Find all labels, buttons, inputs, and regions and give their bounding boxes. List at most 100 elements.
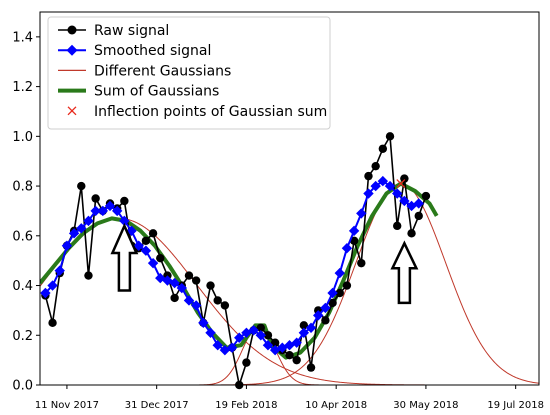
smoothed-signal-point xyxy=(198,317,209,329)
x-tick-label: 10 Apr 2018 xyxy=(305,400,367,411)
raw-signal-point xyxy=(400,174,409,183)
smoothed-signal-point xyxy=(377,175,389,187)
smoothed-signal-point xyxy=(320,302,331,314)
raw-signal-point xyxy=(263,331,273,340)
raw-signal-point xyxy=(321,316,330,325)
y-tick-label: 0.2 xyxy=(12,329,33,344)
raw-signal-point xyxy=(349,236,359,245)
smoothed-signal-point xyxy=(47,280,58,291)
inflection-point-marker xyxy=(396,179,406,189)
y-tick-label: 1.4 xyxy=(12,30,33,45)
raw-signal-point xyxy=(335,288,344,298)
legend-swatch-marker xyxy=(67,25,77,35)
smoothed-signal-point xyxy=(162,275,173,286)
raw-signal-point xyxy=(213,296,222,305)
smoothed-signal-point xyxy=(212,340,223,351)
smoothed-signal-point xyxy=(140,245,152,256)
x-tick-label: 11 Nov 2017 xyxy=(35,400,99,411)
raw-signal-point xyxy=(77,181,86,191)
raw-signal-point xyxy=(342,281,352,290)
smoothed-signal-point xyxy=(370,180,381,192)
raw-signal-point xyxy=(242,358,251,367)
smoothed-signal-point xyxy=(291,337,302,348)
smoothed-signal-point xyxy=(147,257,159,269)
smoothed-signal-point xyxy=(68,228,80,239)
legend-label: Raw signal xyxy=(94,23,169,39)
y-tick-label: 1.2 xyxy=(12,80,33,95)
raw-signal-point xyxy=(299,321,309,330)
legend-entry: Sum of Gaussians xyxy=(58,84,219,100)
raw-signal-point xyxy=(156,253,165,263)
smoothed-signal-point xyxy=(126,225,137,237)
raw-signal-point xyxy=(407,229,416,238)
smoothed-signal-point xyxy=(205,327,216,338)
smoothed-signal-point xyxy=(356,208,367,219)
raw-signal-point xyxy=(285,350,294,360)
plot-frame xyxy=(39,11,540,386)
raw-signal-point xyxy=(421,191,431,201)
smoothed-signal-point xyxy=(40,287,51,299)
smoothed-signal-point xyxy=(61,240,73,251)
annotation-arrows xyxy=(110,222,419,305)
smoothed-signal-point xyxy=(176,282,188,294)
legend-entry: Smoothed signal xyxy=(58,43,211,59)
x-tick-label: 30 May 2018 xyxy=(393,400,458,411)
x-axis-ticks: 11 Nov 2017 31 Dec 2017 19 Feb 2018 10 Apr … xyxy=(35,385,544,411)
raw-signal-point xyxy=(357,258,366,268)
smoothed-signal-point xyxy=(83,215,94,227)
smoothed-signal-point xyxy=(413,198,424,209)
smoothed-signal-point xyxy=(363,188,374,199)
raw-signal-point xyxy=(84,271,93,280)
x-tick-label: 19 Feb 2018 xyxy=(215,400,277,411)
raw-signal-point xyxy=(91,194,100,203)
smoothed-signal-point xyxy=(334,267,345,279)
raw-signal-point xyxy=(306,363,316,372)
gaussian-component-3 xyxy=(40,183,539,385)
smoothed-signal-point xyxy=(97,205,109,217)
smoothed-signal-point xyxy=(298,327,310,338)
smoothed-signal-point xyxy=(255,330,266,341)
inflection-points xyxy=(396,179,406,189)
smoothed-signal-point xyxy=(341,243,353,254)
smoothed-signal-point xyxy=(190,300,202,311)
raw-signal-point xyxy=(371,161,380,171)
legend-entry: Raw signal xyxy=(58,23,169,39)
legend-label: Sum of Gaussians xyxy=(94,84,219,100)
smoothed-signal-point xyxy=(133,240,144,251)
y-axis-ticks: 0.0 0.2 0.4 0.6 0.8 1.0 1.2 1.4 xyxy=(12,30,40,394)
smoothed-signal-point xyxy=(248,325,259,336)
smoothed-signal-point xyxy=(226,342,238,353)
smoothed-signal-point xyxy=(391,188,403,199)
smoothed-signal-point xyxy=(104,200,116,212)
smoothed-signal-point xyxy=(90,205,101,217)
y-tick-label: 0.4 xyxy=(12,279,33,294)
raw-signal-series xyxy=(41,132,431,390)
annotation-arrow-2 xyxy=(390,240,419,305)
raw-signal-point xyxy=(141,236,151,245)
y-tick-label: 1.0 xyxy=(12,130,33,145)
raw-signal-point xyxy=(206,281,215,290)
smoothed-signal-point xyxy=(183,295,195,306)
smoothed-signal-point xyxy=(262,340,274,351)
raw-signal-point xyxy=(364,171,373,181)
raw-signal-point xyxy=(270,338,280,347)
legend-label: Smoothed signal xyxy=(94,43,211,59)
smoothed-signal-point xyxy=(169,277,180,289)
smoothed-signal-point xyxy=(305,322,317,334)
smoothed-signal-point xyxy=(54,265,65,276)
smoothed-signal-point xyxy=(327,287,338,299)
raw-signal-point xyxy=(392,221,402,231)
legend-box xyxy=(47,16,331,130)
legend-swatch-marker xyxy=(66,44,78,56)
raw-signal-point xyxy=(148,229,158,238)
legend-label: Different Gaussians xyxy=(94,63,231,79)
smoothed-signal-point xyxy=(234,332,245,343)
raw-signal-point xyxy=(191,276,201,285)
raw-signal-point xyxy=(170,293,179,303)
legend-label: Inflection points of Gaussian sum xyxy=(94,104,327,120)
raw-signal-point xyxy=(292,355,301,365)
legend: Raw signal Smoothed signal Different Gauss… xyxy=(47,16,331,130)
x-tick-label: 19 Jul 2018 xyxy=(487,400,544,411)
smoothed-signal-point xyxy=(348,225,360,237)
